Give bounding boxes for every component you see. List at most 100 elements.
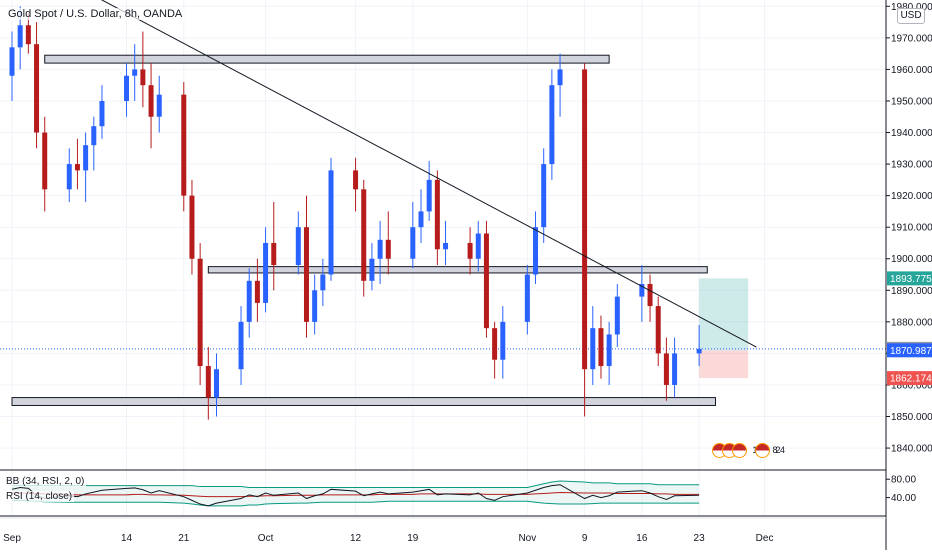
candle-body (426, 179, 432, 212)
candle-body (369, 258, 375, 281)
y-tick-label: 1920.000 (891, 191, 932, 202)
candle-body (647, 283, 653, 307)
x-tick-label: 21 (178, 533, 190, 544)
economic-events-count-2: 2 (775, 444, 781, 455)
candle-body (74, 164, 80, 171)
candle-body (9, 47, 15, 76)
candle-body (598, 328, 604, 367)
candle-body (205, 366, 211, 398)
rsi-y-tick-label: 40.00 (891, 493, 916, 504)
candle-body (17, 25, 23, 48)
candle-body (34, 44, 40, 133)
candle-body (533, 227, 539, 275)
flag-icon (732, 443, 747, 458)
candle-body (443, 242, 449, 250)
x-tick-label: 9 (582, 533, 588, 544)
bb-lower-line (12, 499, 700, 507)
candle-body (197, 258, 203, 367)
candle-body (434, 179, 440, 250)
candle-body (524, 274, 530, 322)
candle-body (361, 189, 367, 281)
x-tick-label: Dec (756, 533, 774, 544)
candle-body (124, 75, 130, 101)
price-label-box (887, 371, 932, 386)
candles-layer (9, 6, 702, 420)
candle-body (418, 211, 424, 228)
candle-body (410, 227, 416, 259)
price-zone (207, 266, 708, 274)
candle-body (140, 69, 146, 86)
x-tick-label: 16 (636, 533, 648, 544)
candle-body (483, 233, 489, 329)
candle-body (590, 328, 596, 370)
bb-basis-line (12, 492, 700, 498)
candle-body (639, 283, 645, 297)
bb-upper-line (12, 480, 700, 488)
candle-body (492, 328, 498, 360)
currency-button[interactable]: USD (897, 8, 925, 24)
candle-body (263, 242, 269, 303)
long-position-tool (0, 278, 886, 379)
y-tick-label: 1960.000 (891, 65, 932, 76)
candle-body (385, 239, 391, 259)
candle-body (214, 369, 219, 398)
x-tick-label: Nov (518, 533, 536, 544)
price-zone (44, 54, 610, 64)
candle-body (557, 69, 563, 86)
economic-events-group-2[interactable]: 2 (755, 443, 781, 458)
price-label-box (887, 271, 932, 286)
price-label-text: 1862.174 (890, 374, 932, 385)
candle-body (189, 195, 195, 259)
candle-body (246, 280, 252, 322)
candle-body (328, 170, 334, 275)
y-tick-label: 1930.000 (891, 160, 932, 171)
candle-body (500, 321, 506, 360)
candle-body (606, 334, 612, 367)
candle-body (91, 126, 97, 146)
candle-body (254, 280, 260, 303)
x-tick-label: 23 (694, 533, 706, 544)
y-tick-label: 1890.000 (891, 286, 932, 297)
rsi-y-tick-label: 80.00 (891, 475, 916, 486)
candle-body (655, 306, 661, 354)
price-label-text: 1893.775 (890, 274, 932, 285)
candle-body (132, 69, 138, 76)
y-tick-label: 1860.000 (891, 380, 932, 391)
rsi-indicator-label[interactable]: RSI (14, close) (4, 491, 75, 502)
y-tick-label: 1970.000 (891, 33, 932, 44)
candle-body (181, 94, 187, 196)
x-tick-label: Sep (3, 533, 21, 544)
candle-body (295, 227, 301, 266)
stop-zone (699, 350, 749, 379)
trendline (100, 0, 757, 348)
candle-body (377, 239, 383, 259)
y-tick-label: 1940.000 (891, 128, 932, 139)
x-tick-label: 14 (121, 533, 133, 544)
x-tick-label: 19 (407, 533, 419, 544)
bb-band-fill (12, 481, 700, 506)
y-tick-label: 1850.000 (891, 412, 932, 423)
grid-layer (0, 0, 886, 516)
target-zone (699, 278, 749, 351)
candle-body (66, 164, 72, 190)
y-tick-label: 1950.000 (891, 96, 932, 107)
candle-body (83, 145, 89, 171)
candle-body (353, 170, 359, 190)
candle-body (696, 348, 702, 354)
candle-body (271, 242, 277, 266)
x-tick-label: Oct (258, 533, 274, 544)
bb-indicator-label[interactable]: BB (34, RSI, 2, 0) (4, 476, 87, 487)
support-resistance-zones (11, 54, 716, 406)
y-tick-label: 1980.000 (891, 2, 932, 13)
candle-body (42, 132, 48, 190)
candle-body (614, 296, 620, 335)
chart-title: Gold Spot / U.S. Dollar, 8h, OANDA (6, 8, 185, 20)
price-zone (11, 397, 716, 406)
price-label-box (887, 343, 932, 358)
candle-body (99, 100, 105, 127)
y-tick-label: 1880.000 (891, 317, 932, 328)
